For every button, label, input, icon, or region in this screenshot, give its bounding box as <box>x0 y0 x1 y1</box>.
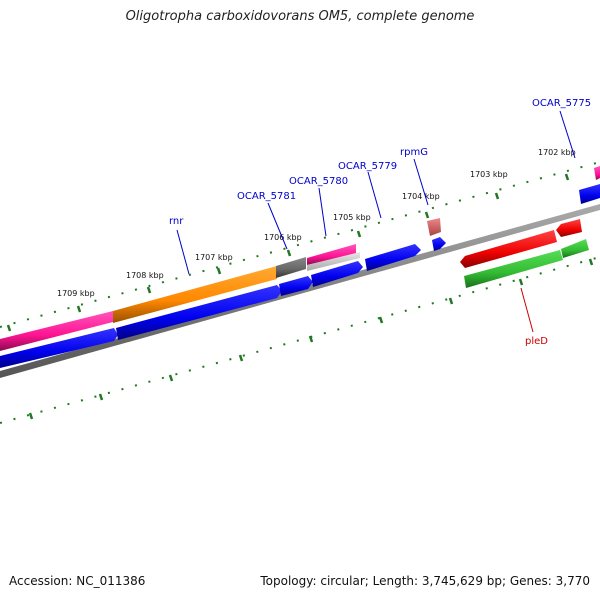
rnr-feature[interactable] <box>113 266 277 323</box>
reverse-gene-2[interactable] <box>556 219 582 237</box>
pled-leader-line <box>520 287 534 333</box>
label-leader-lines <box>176 110 576 333</box>
gene-labels: rnr OCAR_5781 OCAR_5780 OCAR_5779 rpmG O… <box>169 98 591 347</box>
kbp-label-1709: 1709 kbp <box>57 289 95 298</box>
outer-tick-ring <box>0 161 600 332</box>
accession-label: Accession: NC_011386 <box>9 574 146 588</box>
rpmg-feature[interactable] <box>427 218 441 236</box>
reverse-gene-1[interactable] <box>460 230 557 268</box>
pled-feature[interactable] <box>464 250 563 288</box>
kbp-label-1704: 1704 kbp <box>402 192 440 201</box>
ocar-5779-leader-line <box>367 171 382 219</box>
forward-gene-3[interactable] <box>279 276 313 296</box>
gene-label-ocar-5780[interactable]: OCAR_5780 <box>289 176 348 187</box>
green-feature-right[interactable] <box>561 239 589 258</box>
inner-tick-ring <box>0 256 600 424</box>
forward-gene-ocar-5775[interactable] <box>579 184 600 204</box>
gene-label-rnr[interactable]: rnr <box>169 216 184 227</box>
gray-feature-ocar-5781[interactable] <box>276 257 306 278</box>
kbp-label-1706: 1706 kbp <box>264 233 302 242</box>
gene-label-pled[interactable]: pleD <box>525 336 548 347</box>
kbp-label-1705: 1705 kbp <box>333 213 371 222</box>
inner-minor-ticks <box>0 256 600 424</box>
gene-label-ocar-5781[interactable]: OCAR_5781 <box>237 191 296 202</box>
pink-feature-ocar-5780[interactable] <box>307 244 356 265</box>
genome-title: Oligotropha carboxidovorans OM5, complet… <box>125 9 475 24</box>
rna-features <box>0 166 600 351</box>
kbp-label-1702: 1702 kbp <box>538 148 576 157</box>
rnr-leader-line <box>176 229 190 275</box>
kbp-scale-labels: 1709 kbp 1708 kbp 1707 kbp 1706 kbp 1705… <box>57 148 576 298</box>
forward-gene-5[interactable] <box>365 244 421 271</box>
forward-gene-2[interactable] <box>116 285 282 340</box>
ocar-5781-leader-line <box>267 202 288 250</box>
kbp-label-1708: 1708 kbp <box>126 271 164 280</box>
forward-gene-6[interactable] <box>432 237 446 251</box>
forward-strand-genes <box>0 184 600 368</box>
kbp-label-1707: 1707 kbp <box>195 253 233 262</box>
pink-feature-left[interactable] <box>0 311 113 351</box>
outer-major-ticks <box>6 173 570 332</box>
ocar-5775-leader-line <box>559 110 576 159</box>
ocar-5780-leader-line <box>318 187 327 237</box>
topology-summary: Topology: circular; Length: 3,745,629 bp… <box>260 574 590 588</box>
rpmg-leader-line <box>413 158 429 206</box>
kbp-label-1703: 1703 kbp <box>470 170 508 179</box>
outer-minor-ticks <box>0 161 600 328</box>
gene-label-ocar-5779[interactable]: OCAR_5779 <box>338 161 397 172</box>
reverse-strand-genes <box>460 219 582 268</box>
gray-feature-ocar-5780[interactable] <box>307 252 360 271</box>
forward-gene-4[interactable] <box>311 261 363 287</box>
gene-label-rpmg[interactable]: rpmG <box>400 147 428 158</box>
green-features <box>464 239 589 288</box>
inner-major-ticks <box>28 258 594 420</box>
forward-gene-1[interactable] <box>0 328 118 368</box>
gene-label-ocar-5775[interactable]: OCAR_5775 <box>532 98 591 109</box>
pink-feature-right[interactable] <box>594 166 600 180</box>
